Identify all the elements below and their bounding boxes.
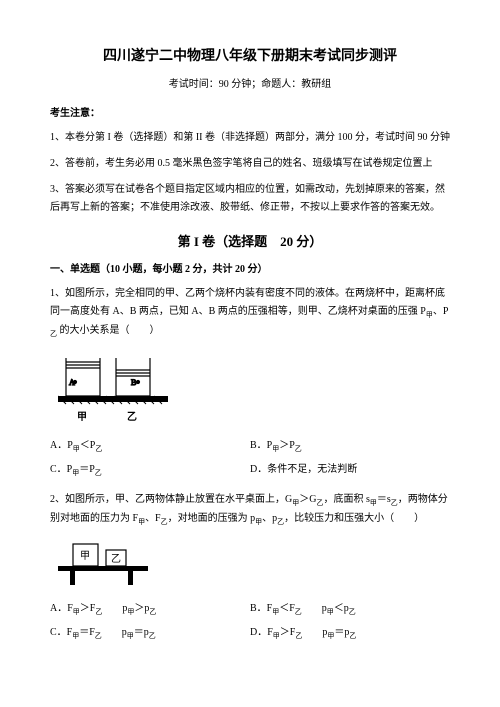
- section-title: 第 I 卷（选择题 20 分）: [50, 231, 450, 250]
- question-2-options: A．F甲＞F乙 p甲＞p乙 B．F甲＜F乙 p甲＜p乙 C．F甲＝F乙 p甲＝p…: [50, 596, 450, 644]
- svg-text:B: B: [131, 378, 136, 387]
- svg-text:乙: 乙: [111, 553, 121, 565]
- question-1-options: A．P甲＜P乙 B．P甲＞P乙 C．P甲＝P乙 D．条件不足，无法判断: [50, 433, 450, 481]
- notice-title: 考生注意：: [50, 104, 450, 119]
- question-1-text: 1、如图所示，完全相同的甲、乙两个烧杯内装有密度不同的液体。在两烧杯中，距离杯底…: [50, 285, 450, 340]
- svg-text:A: A: [69, 378, 75, 387]
- instruction-1: 1、本卷分第 I 卷（选择题）和第 II 卷（非选择题）两部分，满分 100 分…: [50, 129, 450, 147]
- question-2-diagram: 甲 乙: [58, 536, 450, 586]
- question-2-text: 2、如图所示，甲、乙两物体静止放置在水平桌面上，G甲＞G乙，底面积 s甲＝s乙，…: [50, 491, 450, 528]
- page-title: 四川遂宁二中物理八年级下册期末考试同步测评: [50, 45, 450, 65]
- question-1-diagram: A B 甲乙: [58, 348, 450, 423]
- svg-text:甲: 甲: [80, 551, 90, 562]
- subsection-title: 一、单选题（10 小题，每小题 2 分，共计 20 分）: [50, 260, 450, 275]
- instruction-2: 2、答卷前，考生务必用 0.5 毫米黑色签字笔将自己的姓名、班级填写在试卷规定位…: [50, 155, 450, 173]
- instruction-3: 3、答案必须写在试卷各个题目指定区域内相应的位置，如需改动，先划掉原来的答案，然…: [50, 181, 450, 217]
- subtitle: 考试时间：90 分钟；命题人：教研组: [50, 75, 450, 90]
